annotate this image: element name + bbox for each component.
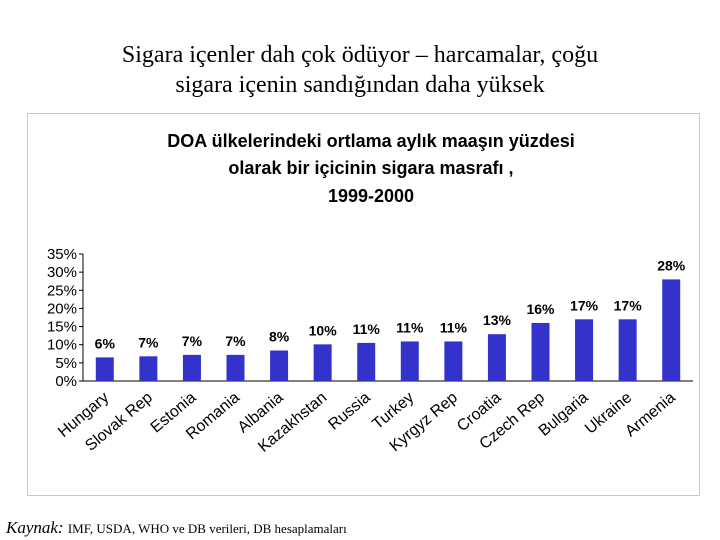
data-label: 17% [570,297,599,313]
chart-frame: DOA ülkelerindeki ortlama aylık maaşın y… [27,113,700,496]
data-label: 7% [225,333,246,349]
bar-kyrgyz-rep [444,341,463,381]
slide-title-line-2: sigara içenin sandığından daha yüksek [175,72,545,98]
data-label: 11% [396,319,424,335]
data-label: 8% [269,329,290,345]
data-label: 11% [353,321,381,337]
bar-bulgaria [575,319,594,381]
y-tick-label: 30% [47,264,77,281]
data-label: 13% [483,312,512,328]
bar-albania [270,350,289,381]
bar-hungary [95,357,114,381]
x-tick-label: Russia [325,389,373,434]
data-label: 7% [182,333,203,349]
x-tick-label: Bulgaria [536,389,592,440]
source-note: Kaynak: IMF, USDA, WHO ve DB verileri, D… [6,518,347,538]
slide-title-line-1: Sigara içenler dah çok ödüyor – harcamal… [121,42,599,68]
data-label: 6% [95,335,116,351]
chart-title-line-3: 1999-2000 [328,186,414,206]
data-label: 17% [614,297,643,313]
bar-armenia [662,279,681,381]
bar-chart: DOA ülkelerindeki ortlama aylık maaşın y… [47,131,693,456]
bar-croatia [487,334,506,381]
data-label: 11% [440,319,468,335]
bar-ukraine [618,319,637,381]
bar-russia [357,342,376,381]
y-tick-label: 35% [47,246,77,263]
y-tick-label: 20% [47,300,77,317]
y-tick-label: 25% [47,282,77,299]
bar-kazakhstan [313,344,332,381]
source-label: Kaynak: [6,518,64,537]
bar-turkey [400,341,419,381]
bar-romania [226,354,245,381]
bar-czech-rep [531,322,550,381]
bar-slovak-rep [139,356,158,381]
data-label: 7% [138,334,159,350]
y-tick-label: 5% [55,355,77,372]
data-label: 28% [657,257,686,273]
y-tick-label: 15% [47,319,77,336]
y-tick-label: 0% [55,373,77,390]
chart-title-line-2: olarak bir içicinin sigara masrafı , [228,158,513,178]
slide-title: Sigara içenler dah çok ödüyor – harcamal… [0,40,720,100]
bar-estonia [182,354,201,381]
data-label: 16% [526,301,555,317]
chart-title-line-1: DOA ülkelerindeki ortlama aylık maaşın y… [167,131,575,151]
data-label: 10% [309,322,338,338]
y-tick-label: 10% [47,337,77,354]
source-text: IMF, USDA, WHO ve DB verileri, DB hesapl… [67,521,347,536]
